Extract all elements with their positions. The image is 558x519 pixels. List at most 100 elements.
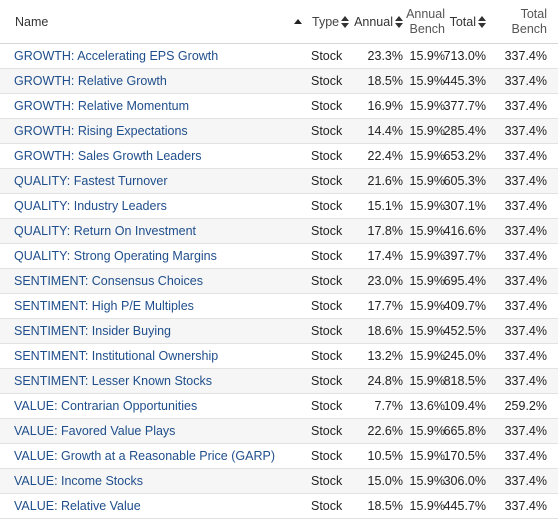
table-row: VALUE: Favored Value Plays Stock 22.6% 1…: [0, 419, 558, 444]
annual-bench-cell: 15.9%: [409, 424, 445, 438]
annual-cell: 24.8%: [367, 374, 403, 388]
annual-bench-cell: 15.9%: [409, 449, 445, 463]
annual-bench-cell: 15.9%: [409, 224, 445, 238]
screen-name-link[interactable]: SENTIMENT: Lesser Known Stocks: [14, 374, 212, 388]
annual-cell: 22.4%: [367, 149, 403, 163]
annual-bench-cell: 15.9%: [409, 99, 445, 113]
total-cell: 445.3%: [443, 74, 486, 88]
screen-name-link[interactable]: QUALITY: Return On Investment: [14, 224, 197, 238]
table-row: GROWTH: Relative Momentum Stock 16.9% 15…: [0, 94, 558, 119]
annual-cell: 22.6%: [367, 424, 403, 438]
sort-toggle-icon[interactable]: [395, 15, 403, 28]
screen-name-link[interactable]: SENTIMENT: Institutional Ownership: [14, 349, 219, 363]
total-bench-cell: 337.4%: [504, 449, 547, 463]
total-cell: 416.6%: [443, 224, 486, 238]
annual-bench-cell: 13.6%: [409, 399, 445, 413]
column-header-total-label: Total: [449, 14, 476, 29]
annual-cell: 15.1%: [367, 199, 403, 213]
type-cell: Stock: [311, 49, 343, 63]
table-row: GROWTH: Sales Growth Leaders Stock 22.4%…: [0, 144, 558, 169]
column-header-annual-bench[interactable]: Annual Bench: [406, 0, 445, 43]
screen-name-link[interactable]: QUALITY: Strong Operating Margins: [14, 249, 217, 263]
annual-cell: 10.5%: [367, 449, 403, 463]
annual-cell: 7.7%: [374, 399, 404, 413]
type-cell: Stock: [311, 349, 343, 363]
screen-name-link[interactable]: VALUE: Contrarian Opportunities: [14, 399, 198, 413]
table-row: QUALITY: Return On Investment Stock 17.8…: [0, 219, 558, 244]
type-cell: Stock: [311, 174, 343, 188]
annual-cell: 21.6%: [367, 174, 403, 188]
annual-cell: 14.4%: [367, 124, 403, 138]
sort-ascending-icon[interactable]: [294, 19, 302, 24]
annual-cell: 15.0%: [367, 474, 403, 488]
total-cell: 653.2%: [443, 149, 486, 163]
total-cell: 605.3%: [443, 174, 486, 188]
total-bench-cell: 337.4%: [504, 324, 547, 338]
column-header-total-bench-label: Total Bench: [512, 7, 547, 37]
column-header-annual-bench-line1: Annual: [406, 6, 445, 21]
table-row: QUALITY: Strong Operating Margins Stock …: [0, 244, 558, 269]
annual-bench-cell: 15.9%: [409, 124, 445, 138]
screen-name-link[interactable]: GROWTH: Rising Expectations: [14, 124, 188, 138]
table-body: GROWTH: Accelerating EPS Growth Stock 23…: [0, 44, 558, 519]
screen-name-link[interactable]: QUALITY: Fastest Turnover: [14, 174, 168, 188]
total-bench-cell: 337.4%: [504, 224, 547, 238]
column-header-type[interactable]: Type: [312, 0, 350, 43]
table-row: GROWTH: Rising Expectations Stock 14.4% …: [0, 119, 558, 144]
table-row: QUALITY: Fastest Turnover Stock 21.6% 15…: [0, 169, 558, 194]
column-header-name-label: Name: [15, 14, 49, 29]
table-row: VALUE: Growth at a Reasonable Price (GAR…: [0, 444, 558, 469]
total-bench-cell: 337.4%: [504, 299, 547, 313]
column-header-total-bench-line2: Bench: [511, 21, 547, 36]
type-cell: Stock: [311, 449, 343, 463]
type-cell: Stock: [311, 399, 343, 413]
total-cell: 665.8%: [443, 424, 486, 438]
annual-bench-cell: 15.9%: [409, 299, 445, 313]
screen-name-link[interactable]: SENTIMENT: Insider Buying: [14, 324, 171, 338]
screen-name-link[interactable]: GROWTH: Sales Growth Leaders: [14, 149, 202, 163]
column-header-total-bench[interactable]: Total Bench: [512, 0, 547, 43]
total-bench-cell: 337.4%: [504, 174, 547, 188]
total-bench-cell: 337.4%: [504, 274, 547, 288]
total-cell: 452.5%: [443, 324, 486, 338]
total-cell: 307.1%: [443, 199, 486, 213]
screen-name-link[interactable]: GROWTH: Relative Momentum: [14, 99, 190, 113]
annual-bench-cell: 15.9%: [409, 374, 445, 388]
table-row: SENTIMENT: High P/E Multiples Stock 17.7…: [0, 294, 558, 319]
screen-name-link[interactable]: VALUE: Income Stocks: [14, 474, 143, 488]
column-header-annual[interactable]: Annual: [354, 0, 403, 43]
screen-name-link[interactable]: GROWTH: Accelerating EPS Growth: [14, 49, 219, 63]
annual-bench-cell: 15.9%: [409, 199, 445, 213]
type-cell: Stock: [311, 274, 343, 288]
screen-name-link[interactable]: VALUE: Growth at a Reasonable Price (GAR…: [14, 449, 275, 463]
total-cell: 306.0%: [443, 474, 486, 488]
type-cell: Stock: [311, 249, 343, 263]
total-bench-cell: 259.2%: [504, 399, 547, 413]
table-header: Name Type Annual Annual Bench Total Tota…: [0, 0, 558, 44]
column-header-name[interactable]: Name: [15, 0, 48, 43]
annual-cell: 16.9%: [367, 99, 403, 113]
total-bench-cell: 337.4%: [504, 49, 547, 63]
total-cell: 397.7%: [443, 249, 486, 263]
column-header-total[interactable]: Total: [450, 0, 486, 43]
sort-toggle-icon[interactable]: [341, 15, 350, 28]
screen-name-link[interactable]: QUALITY: Industry Leaders: [14, 199, 167, 213]
screen-name-link[interactable]: VALUE: Favored Value Plays: [14, 424, 176, 438]
table-row: SENTIMENT: Institutional Ownership Stock…: [0, 344, 558, 369]
annual-bench-cell: 15.9%: [409, 249, 445, 263]
total-cell: 695.4%: [443, 274, 486, 288]
total-cell: 377.7%: [443, 99, 486, 113]
total-bench-cell: 337.4%: [504, 149, 547, 163]
screen-name-link[interactable]: GROWTH: Relative Growth: [14, 74, 167, 88]
total-cell: 170.5%: [443, 449, 486, 463]
screen-name-link[interactable]: SENTIMENT: High P/E Multiples: [14, 299, 194, 313]
screen-name-link[interactable]: SENTIMENT: Consensus Choices: [14, 274, 203, 288]
total-bench-cell: 337.4%: [504, 249, 547, 263]
annual-cell: 17.8%: [367, 224, 403, 238]
table-row: GROWTH: Relative Growth Stock 18.5% 15.9…: [0, 69, 558, 94]
total-bench-cell: 337.4%: [504, 474, 547, 488]
annual-bench-cell: 15.9%: [409, 174, 445, 188]
sort-toggle-icon[interactable]: [478, 15, 486, 28]
annual-bench-cell: 15.9%: [409, 74, 445, 88]
table-row: GROWTH: Accelerating EPS Growth Stock 23…: [0, 44, 558, 69]
